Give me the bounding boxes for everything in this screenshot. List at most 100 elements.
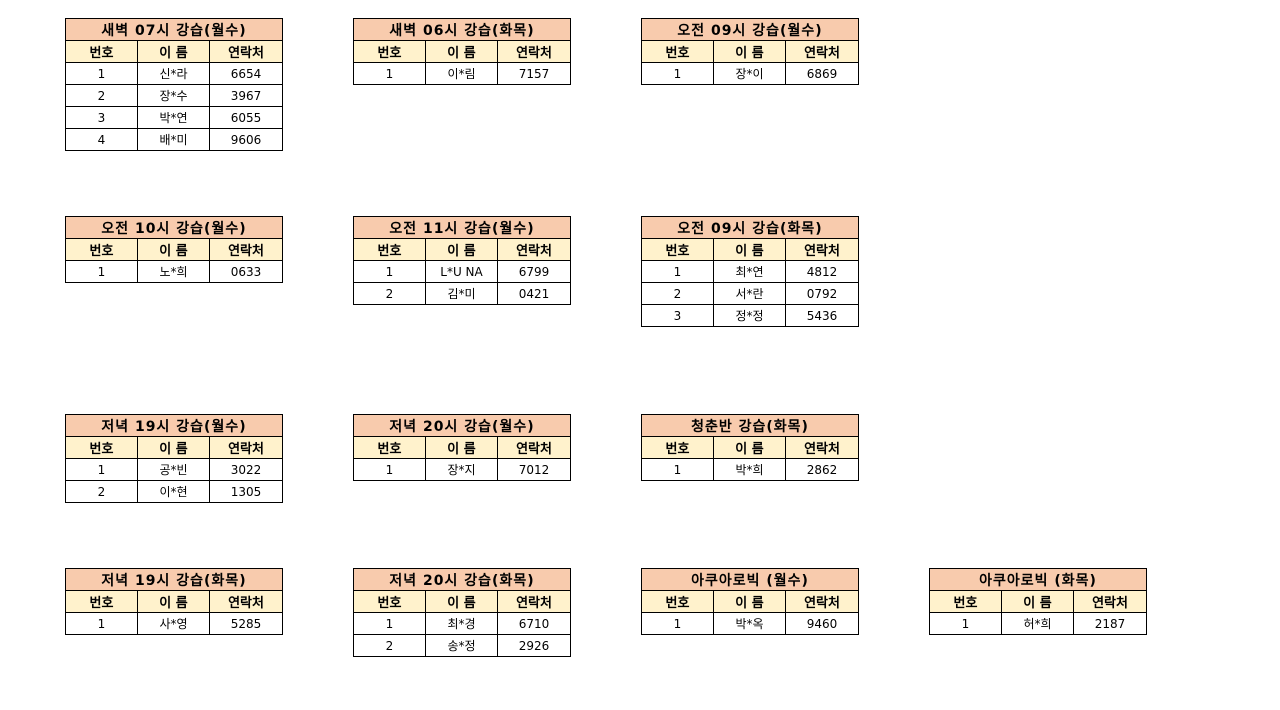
cell[interactable]: 사*영 [137, 612, 210, 635]
column-header[interactable]: 번호 [641, 590, 714, 613]
cell[interactable]: 1 [641, 62, 714, 85]
cell[interactable]: 2187 [1072, 612, 1148, 635]
column-header[interactable]: 이 름 [137, 436, 210, 459]
column-header[interactable]: 이 름 [713, 436, 786, 459]
cell[interactable]: 1 [641, 260, 714, 283]
table-title[interactable]: 오전 10시 강습(월수) [64, 216, 284, 239]
cell[interactable]: 박*옥 [713, 612, 786, 635]
cell[interactable]: 공*빈 [137, 458, 210, 481]
cell[interactable]: 2 [353, 282, 426, 305]
column-header[interactable]: 연락처 [208, 40, 284, 63]
cell[interactable]: 2 [641, 282, 714, 305]
table-title[interactable]: 아쿠아로빅 (화목) [928, 568, 1148, 591]
column-header[interactable]: 이 름 [137, 590, 210, 613]
cell[interactable]: 1 [65, 612, 138, 635]
column-header[interactable]: 연락처 [1072, 590, 1148, 613]
column-header[interactable]: 연락처 [496, 40, 572, 63]
cell[interactable]: 김*미 [425, 282, 498, 305]
cell[interactable]: 1 [641, 458, 714, 481]
column-header[interactable]: 이 름 [713, 238, 786, 261]
table-title[interactable]: 오전 09시 강습(화목) [640, 216, 860, 239]
column-header[interactable]: 연락처 [784, 238, 860, 261]
cell[interactable]: 1 [65, 458, 138, 481]
cell[interactable]: 2 [65, 480, 138, 503]
cell[interactable]: 5436 [784, 304, 860, 327]
cell[interactable]: 최*경 [425, 612, 498, 635]
cell[interactable]: 1 [641, 612, 714, 635]
cell[interactable]: 3 [641, 304, 714, 327]
column-header[interactable]: 연락처 [496, 436, 572, 459]
column-header[interactable]: 번호 [65, 590, 138, 613]
cell[interactable]: 3 [65, 106, 138, 129]
cell[interactable]: L*U NA [425, 260, 498, 283]
table-title[interactable]: 저녁 20시 강습(월수) [352, 414, 572, 437]
column-header[interactable]: 번호 [641, 436, 714, 459]
cell[interactable]: 서*란 [713, 282, 786, 305]
cell[interactable]: 9606 [208, 128, 284, 151]
cell[interactable]: 6799 [496, 260, 572, 283]
cell[interactable]: 2926 [496, 634, 572, 657]
column-header[interactable]: 연락처 [784, 40, 860, 63]
column-header[interactable]: 번호 [929, 590, 1002, 613]
column-header[interactable]: 연락처 [496, 590, 572, 613]
column-header[interactable]: 연락처 [208, 436, 284, 459]
table-title[interactable]: 저녁 19시 강습(월수) [64, 414, 284, 437]
table-title[interactable]: 새벽 07시 강습(월수) [64, 18, 284, 41]
cell[interactable]: 장*수 [137, 84, 210, 107]
table-title[interactable]: 저녁 19시 강습(화목) [64, 568, 284, 591]
column-header[interactable]: 번호 [65, 238, 138, 261]
cell[interactable]: 1 [65, 62, 138, 85]
column-header[interactable]: 이 름 [713, 40, 786, 63]
column-header[interactable]: 번호 [353, 436, 426, 459]
column-header[interactable]: 연락처 [496, 238, 572, 261]
column-header[interactable]: 연락처 [208, 238, 284, 261]
cell[interactable]: 3022 [208, 458, 284, 481]
cell[interactable]: 2 [353, 634, 426, 657]
column-header[interactable]: 이 름 [425, 436, 498, 459]
column-header[interactable]: 이 름 [425, 40, 498, 63]
column-header[interactable]: 연락처 [784, 590, 860, 613]
cell[interactable]: 3967 [208, 84, 284, 107]
column-header[interactable]: 이 름 [713, 590, 786, 613]
column-header[interactable]: 이 름 [1001, 590, 1074, 613]
cell[interactable]: 박*연 [137, 106, 210, 129]
cell[interactable]: 7157 [496, 62, 572, 85]
column-header[interactable]: 연락처 [208, 590, 284, 613]
cell[interactable]: 6869 [784, 62, 860, 85]
cell[interactable]: 1 [65, 260, 138, 283]
cell[interactable]: 4 [65, 128, 138, 151]
cell[interactable]: 정*정 [713, 304, 786, 327]
cell[interactable]: 이*현 [137, 480, 210, 503]
cell[interactable]: 9460 [784, 612, 860, 635]
cell[interactable]: 노*희 [137, 260, 210, 283]
cell[interactable]: 6710 [496, 612, 572, 635]
cell[interactable]: 1 [353, 260, 426, 283]
cell[interactable]: 6055 [208, 106, 284, 129]
column-header[interactable]: 이 름 [137, 238, 210, 261]
cell[interactable]: 장*이 [713, 62, 786, 85]
column-header[interactable]: 연락처 [784, 436, 860, 459]
column-header[interactable]: 이 름 [137, 40, 210, 63]
cell[interactable]: 0421 [496, 282, 572, 305]
cell[interactable]: 0633 [208, 260, 284, 283]
table-title[interactable]: 새벽 06시 강습(화목) [352, 18, 572, 41]
cell[interactable]: 2862 [784, 458, 860, 481]
cell[interactable]: 1 [929, 612, 1002, 635]
column-header[interactable]: 번호 [353, 590, 426, 613]
cell[interactable]: 배*미 [137, 128, 210, 151]
cell[interactable]: 1305 [208, 480, 284, 503]
cell[interactable]: 박*희 [713, 458, 786, 481]
cell[interactable]: 0792 [784, 282, 860, 305]
column-header[interactable]: 번호 [65, 40, 138, 63]
table-title[interactable]: 오전 11시 강습(월수) [352, 216, 572, 239]
cell[interactable]: 6654 [208, 62, 284, 85]
column-header[interactable]: 이 름 [425, 590, 498, 613]
cell[interactable]: 1 [353, 612, 426, 635]
cell[interactable]: 1 [353, 458, 426, 481]
cell[interactable]: 허*희 [1001, 612, 1074, 635]
column-header[interactable]: 번호 [641, 238, 714, 261]
table-title[interactable]: 저녁 20시 강습(화목) [352, 568, 572, 591]
cell[interactable]: 이*림 [425, 62, 498, 85]
cell[interactable]: 7012 [496, 458, 572, 481]
column-header[interactable]: 번호 [65, 436, 138, 459]
